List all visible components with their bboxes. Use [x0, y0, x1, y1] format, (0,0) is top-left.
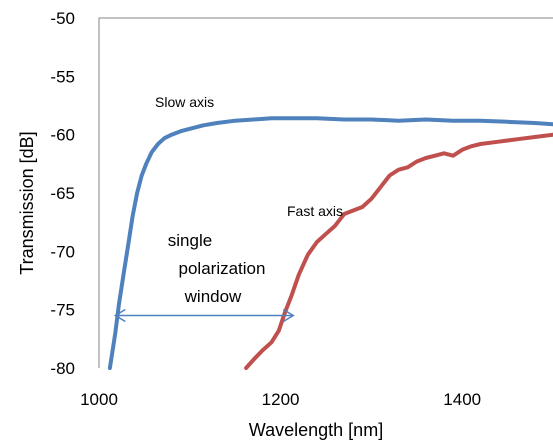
x-tick-label: 1200	[262, 390, 300, 409]
window-arrow-left-head	[113, 308, 126, 323]
axis-layer: -50 -55 -60 -65 -70 -75 -80 1000 1200 1400	[50, 9, 481, 409]
window-arrow-right-head	[282, 308, 295, 323]
y-axis-title: Transmission [dB]	[17, 131, 37, 274]
y-tick-label: -65	[50, 184, 75, 203]
fast-axis-label: Fast axis	[287, 203, 343, 219]
x-axis-title: Wavelength [nm]	[249, 420, 383, 440]
y-tick-label: -75	[50, 301, 75, 320]
y-tick-label: -50	[50, 9, 75, 28]
y-tick-label: -55	[50, 67, 75, 86]
window-text-line-1: single	[168, 231, 212, 250]
y-tick-label: -60	[50, 126, 75, 145]
window-text-line-2: polarization	[179, 259, 266, 278]
fast-axis-line	[244, 132, 553, 370]
slow-axis-line	[107, 116, 553, 370]
x-tick-label: 1000	[80, 390, 118, 409]
plot-frame	[98, 17, 553, 368]
y-tick-label: -70	[50, 242, 75, 261]
window-text-line-3: window	[184, 287, 242, 306]
series-layer	[107, 116, 553, 370]
plot-area	[98, 17, 553, 368]
y-tick-label: -80	[50, 359, 75, 378]
x-tick-label: 1400	[443, 390, 481, 409]
annotation-layer: Slow axis Fast axis single polarization …	[113, 94, 343, 323]
slow-axis-label: Slow axis	[155, 94, 214, 110]
